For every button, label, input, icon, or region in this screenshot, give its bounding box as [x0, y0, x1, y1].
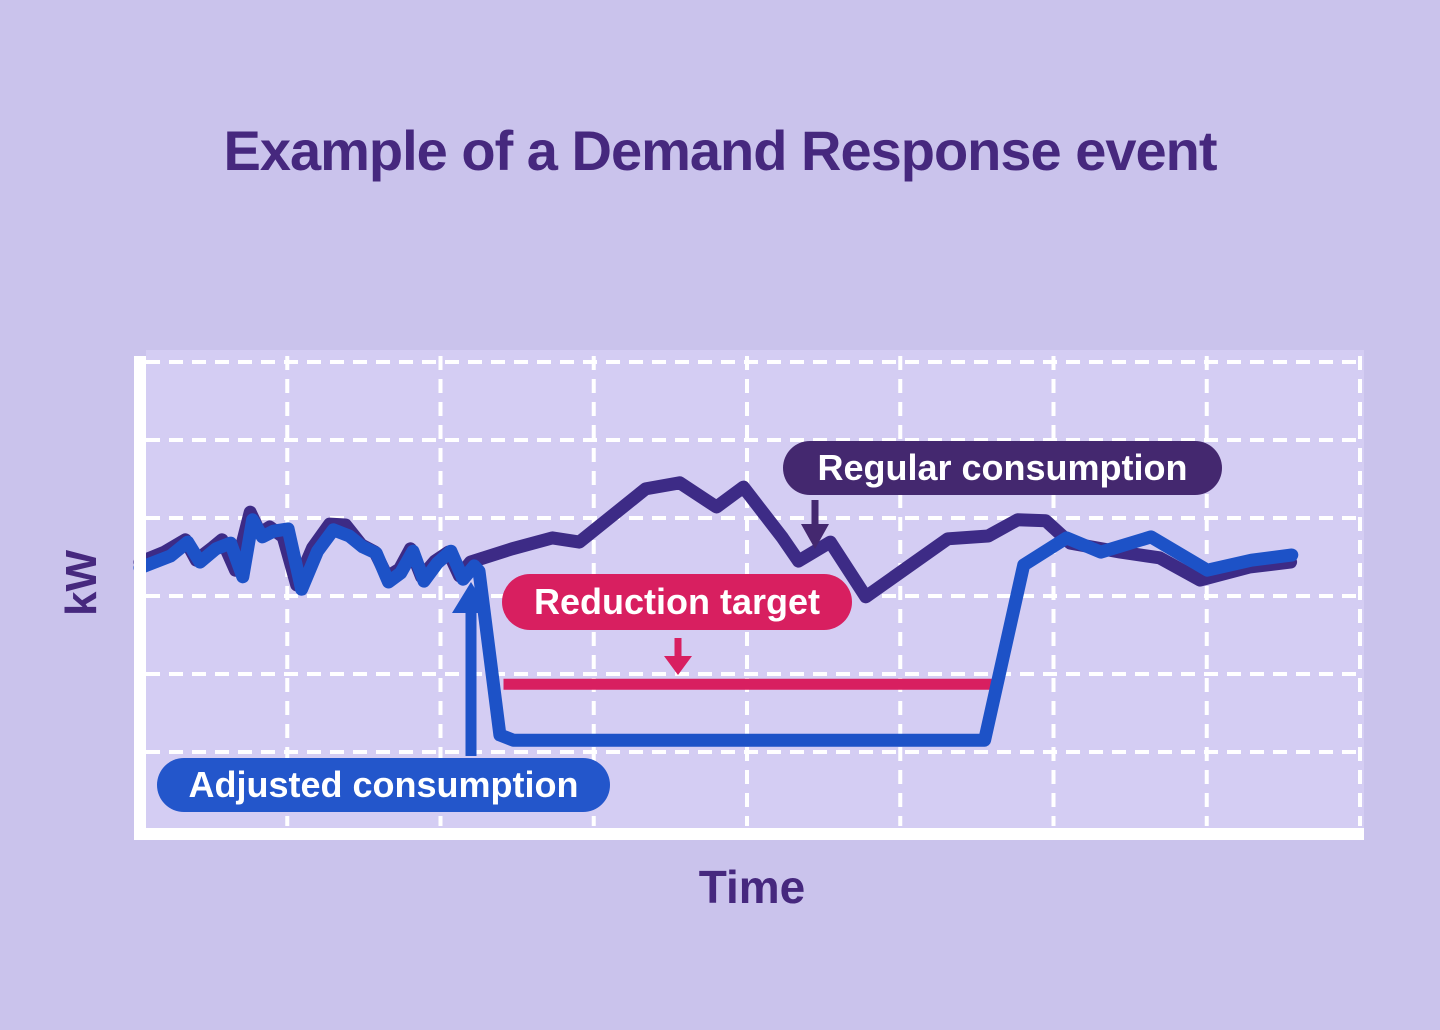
label-adjusted-consumption-text: Adjusted consumption [188, 764, 579, 805]
adjusted-consumption-arrow-up-icon [452, 582, 490, 756]
page-title: Example of a Demand Response event [223, 119, 1217, 182]
regular-consumption-arrow-down-icon [801, 500, 829, 549]
label-regular-consumption: Regular consumption [783, 441, 1222, 495]
label-adjusted-consumption: Adjusted consumption [157, 758, 610, 812]
label-reduction-target: Reduction target [502, 574, 852, 630]
x-axis-label: Time [698, 861, 806, 913]
x-axis-line [134, 828, 1364, 840]
adjusted-consumption-line [133, 513, 1299, 747]
reduction-target-arrow-down-icon [664, 638, 692, 675]
chart-series [133, 476, 1299, 747]
label-regular-consumption-text: Regular consumption [817, 447, 1188, 488]
y-axis-line [134, 356, 146, 840]
label-reduction-target-text: Reduction target [533, 581, 820, 622]
